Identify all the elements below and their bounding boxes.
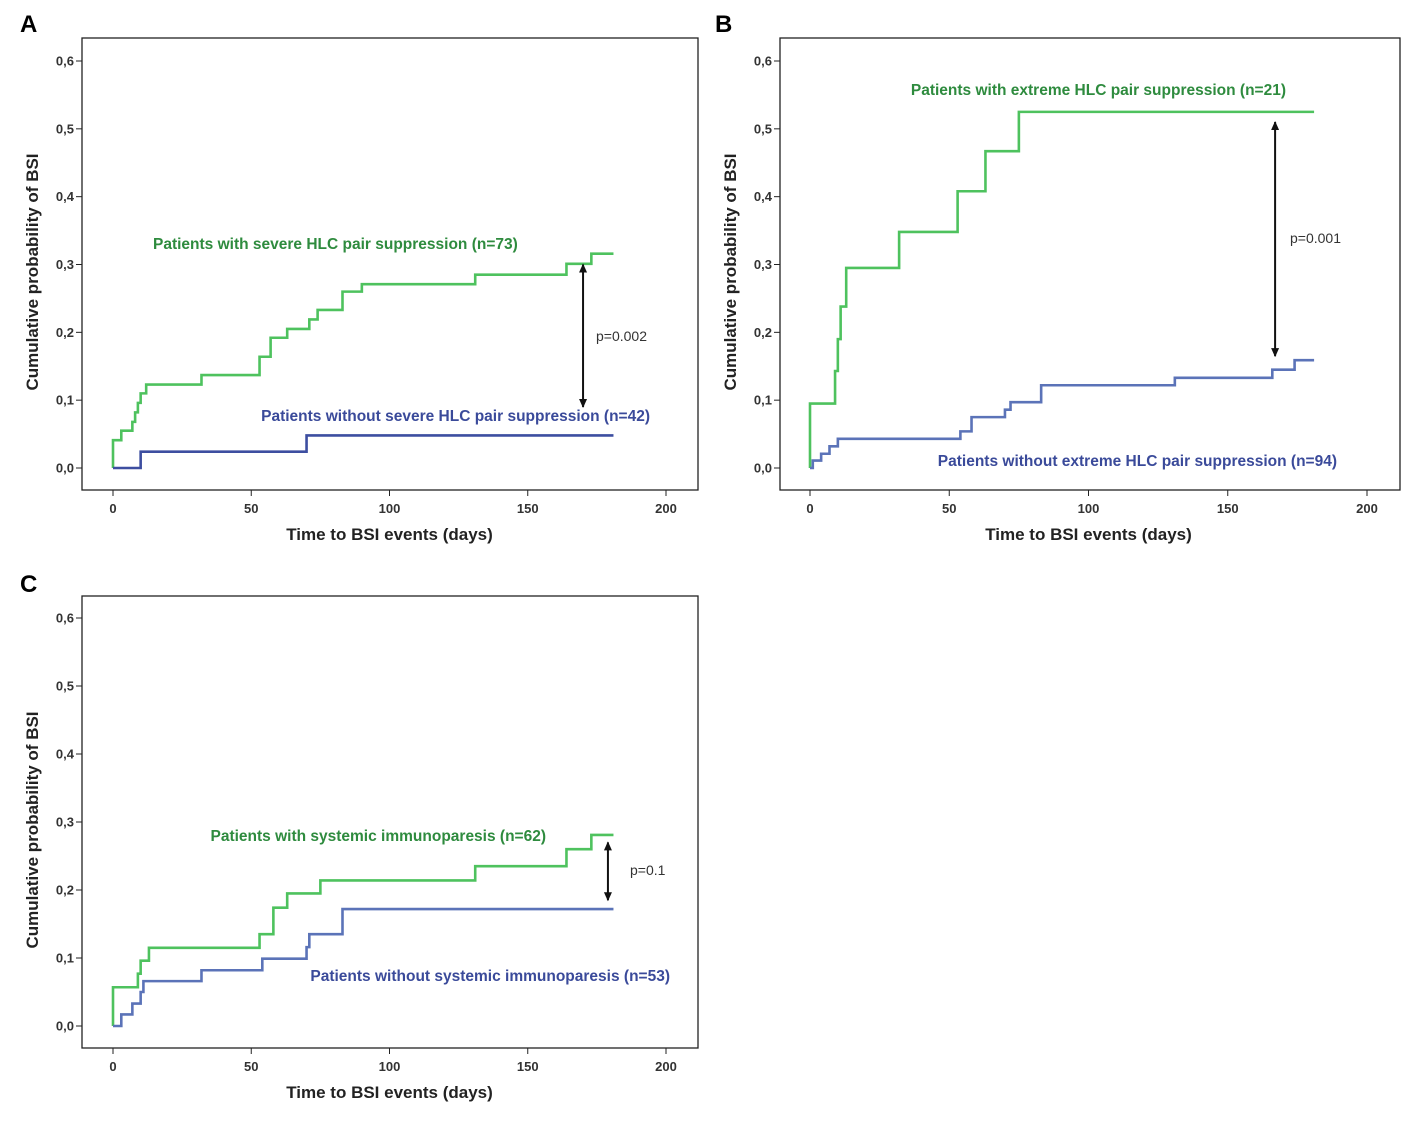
p-value-label: p=0.002 [596,328,647,344]
series-line-with [808,110,1315,468]
y-tick-label: 0,2 [56,883,74,898]
chart-panel-b: B 0,0 0,1 0,2 0,3 0,4 0,5 0,6 0 50 100 150 200 Time t… [715,11,1401,544]
y-axis-label: Cumulative probability of BSI [721,153,740,390]
x-tick-label: 150 [1217,501,1239,516]
panel-letter: C [20,571,37,598]
x-tick-label: 0 [806,501,813,516]
y-tick-label: 0,0 [754,461,772,476]
panel-letter: B [715,11,732,38]
x-tick-label: 100 [379,1059,401,1074]
series-label-with: Patients with systemic immunoparesis (n=… [210,828,546,845]
y-tick-label: 0,1 [754,393,772,408]
x-tick-label: 150 [517,1059,539,1074]
y-tick-label: 0,6 [56,611,74,626]
y-tick-label: 0,1 [56,393,74,408]
y-tick-label: 0,0 [56,461,74,476]
x-tick-label: 50 [942,501,956,516]
y-tick-label: 0,5 [56,121,74,136]
y-tick-label: 0,2 [754,325,772,340]
x-axis-label: Time to BSI events (days) [985,525,1192,544]
series-label-without: Patients without severe HLC pair suppres… [261,408,650,425]
chart-panel-c: C 0,0 0,1 0,2 0,3 0,4 0,5 0,6 0 50 100 150 200 Time t… [20,571,699,1102]
x-tick-label: 50 [244,501,258,516]
x-tick-label: 0 [109,1059,116,1074]
y-axis-label: Cumulative probability of BSI [23,711,42,948]
y-tick-label: 0,2 [56,325,74,340]
series-label-with: Patients with extreme HLC pair suppressi… [911,82,1286,99]
y-tick-label: 0,4 [754,189,773,204]
y-tick-label: 0,3 [56,815,74,830]
y-tick-label: 0,4 [56,189,75,204]
x-axis-label: Time to BSI events (days) [286,525,493,544]
p-value-label: p=0.001 [1290,230,1341,246]
y-tick-label: 0,1 [56,951,74,966]
x-tick-label: 200 [655,1059,677,1074]
x-tick-label: 200 [655,501,677,516]
series-line-without [113,434,614,470]
series-line-without [113,907,614,1028]
y-tick-label: 0,6 [754,54,772,69]
series-label-without: Patients without systemic immunoparesis … [310,968,670,985]
chart-panel-a: A 0,0 0,1 0,2 0,3 0,4 0,5 0,6 0 50 100 150 200 Time t… [20,11,699,544]
series-line-with [111,252,614,468]
x-tick-label: 0 [109,501,116,516]
series-line-without [810,358,1315,470]
y-axis-label: Cumulative probability of BSI [23,153,42,390]
plot-frame [779,37,1401,491]
x-tick-label: 150 [517,501,539,516]
x-tick-label: 100 [1078,501,1100,516]
y-tick-label: 0,5 [56,679,74,694]
series-label-without: Patients without extreme HLC pair suppre… [938,453,1337,470]
y-tick-label: 0,0 [56,1019,74,1034]
p-value-label: p=0.1 [630,862,666,878]
x-tick-label: 50 [244,1059,258,1074]
y-tick-label: 0,3 [754,257,772,272]
x-tick-label: 200 [1356,501,1378,516]
series-line-with [111,833,614,1026]
x-axis-label: Time to BSI events (days) [286,1083,493,1102]
series-label-with: Patients with severe HLC pair suppressio… [153,236,518,253]
x-tick-label: 100 [379,501,401,516]
y-tick-label: 0,5 [754,121,772,136]
y-tick-label: 0,3 [56,257,74,272]
y-tick-label: 0,6 [56,54,74,69]
y-tick-label: 0,4 [56,747,75,762]
panel-letter: A [20,11,37,38]
